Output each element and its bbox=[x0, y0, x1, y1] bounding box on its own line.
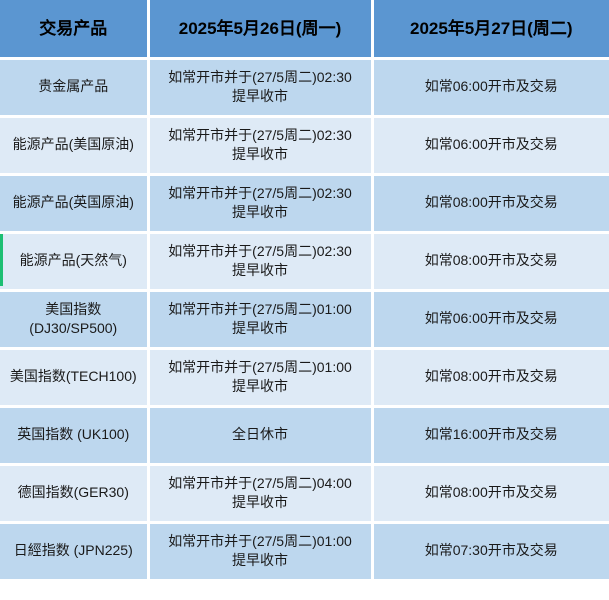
column-header-day2: 2025年5月27日(周二) bbox=[372, 0, 609, 60]
product-name: 英国指数 (UK100) bbox=[17, 426, 130, 443]
product-name: 美国指数(TECH100) bbox=[9, 368, 137, 385]
cell-day2-schedule: 如常08:00开市及交易 bbox=[372, 174, 609, 234]
cell-product: 英国指数 (UK100) bbox=[0, 406, 150, 466]
day1-schedule-line1: 如常开市并于(27/5周二)02:30 bbox=[168, 126, 352, 143]
table-row: 能源产品(美国原油) 如常开市并于(27/5周二)02:30 提早收市 如常06:00… bbox=[0, 116, 609, 176]
table-row: 德国指数(GER30) 如常开市并于(27/5周二)04:00 提早收市 如常08:0… bbox=[0, 464, 609, 524]
cell-day2-schedule: 如常07:30开市及交易 bbox=[372, 522, 609, 582]
cell-product: 美国指数 (DJ30/SP500) bbox=[0, 290, 150, 350]
cell-product: 德国指数(GER30) bbox=[0, 464, 150, 524]
table-row: 美国指数 (DJ30/SP500) 如常开市并于(27/5周二)01:00 提早收市如… bbox=[0, 290, 609, 350]
cell-day1-schedule: 如常开市并于(27/5周二)02:30 提早收市 bbox=[148, 232, 374, 292]
cell-day2-schedule: 如常08:00开市及交易 bbox=[372, 348, 609, 408]
cell-day2-schedule: 如常08:00开市及交易 bbox=[372, 464, 609, 524]
day2-schedule-line1: 如常07:30开市及交易 bbox=[424, 542, 558, 559]
product-name: 美国指数 bbox=[45, 300, 102, 317]
day1-schedule-line2: 提早收市 bbox=[232, 320, 288, 336]
cell-day1-schedule: 如常开市并于(27/5周二)02:30 提早收市 bbox=[148, 116, 374, 176]
day1-schedule-line1: 如常开市并于(27/5周二)04:00 bbox=[168, 474, 352, 491]
day1-schedule-line1: 如常开市并于(27/5周二)01:00 bbox=[168, 358, 352, 375]
cell-day2-schedule: 如常06:00开市及交易 bbox=[372, 58, 609, 118]
table-body: 贵金属产品 如常开市并于(27/5周二)02:30 提早收市 如常06:00开市及交易… bbox=[0, 58, 609, 582]
day1-schedule-line2: 提早收市 bbox=[232, 262, 288, 278]
table-row: 能源产品(天然气) 如常开市并于(27/5周二)02:30 提早收市 如常08:00开… bbox=[0, 232, 609, 292]
day1-schedule-line1: 如常开市并于(27/5周二)02:30 bbox=[168, 242, 352, 259]
cell-day1-schedule: 如常开市并于(27/5周二)01:00 提早收市 bbox=[148, 348, 374, 408]
table-header: 交易产品 2025年5月26日(周一) 2025年5月27日(周二) bbox=[0, 0, 609, 60]
day1-schedule-line2: 提早收市 bbox=[232, 146, 288, 162]
product-name: 德国指数(GER30) bbox=[17, 484, 129, 501]
cell-product: 能源产品(美国原油) bbox=[0, 116, 150, 176]
cell-product: 美国指数(TECH100) bbox=[0, 348, 150, 408]
table-row: 日經指数 (JPN225) 如常开市并于(27/5周二)01:00 提早收市 如常07… bbox=[0, 522, 609, 582]
column-header-day1: 2025年5月26日(周一) bbox=[148, 0, 374, 60]
cell-day2-schedule: 如常06:00开市及交易 bbox=[372, 116, 609, 176]
cell-day2-schedule: 如常16:00开市及交易 bbox=[372, 406, 609, 466]
cell-day1-schedule: 如常开市并于(27/5周二)04:00 提早收市 bbox=[148, 464, 374, 524]
day2-schedule-line1: 如常16:00开市及交易 bbox=[424, 426, 558, 443]
table-row: 英国指数 (UK100) 全日休市 如常16:00开市及交易 bbox=[0, 406, 609, 466]
day1-schedule-line2: 提早收市 bbox=[232, 378, 288, 394]
product-name: 能源产品(天然气) bbox=[19, 252, 127, 269]
cell-day1-schedule: 如常开市并于(27/5周二)01:00 提早收市 bbox=[148, 522, 374, 582]
cell-day1-schedule: 如常开市并于(27/5周二)02:30 提早收市 bbox=[148, 174, 374, 234]
day2-schedule-line1: 如常06:00开市及交易 bbox=[424, 78, 558, 95]
product-name: 能源产品(美国原油) bbox=[12, 136, 134, 153]
header-row: 交易产品 2025年5月26日(周一) 2025年5月27日(周二) bbox=[0, 0, 609, 60]
column-header-product: 交易产品 bbox=[0, 0, 150, 60]
day1-schedule-line2: 提早收市 bbox=[232, 88, 288, 104]
product-name: 日經指数 (JPN225) bbox=[13, 542, 133, 559]
day2-schedule-line1: 如常08:00开市及交易 bbox=[424, 194, 558, 211]
cell-day1-schedule: 全日休市 bbox=[148, 406, 374, 466]
day1-schedule-line2: 提早收市 bbox=[232, 552, 288, 568]
day2-schedule-line1: 如常08:00开市及交易 bbox=[424, 484, 558, 501]
cell-day2-schedule: 如常06:00开市及交易 bbox=[372, 290, 609, 350]
cell-day2-schedule: 如常08:00开市及交易 bbox=[372, 232, 609, 292]
cell-product: 日經指数 (JPN225) bbox=[0, 522, 150, 582]
day1-schedule-line2: 提早收市 bbox=[232, 494, 288, 510]
table-row: 贵金属产品 如常开市并于(27/5周二)02:30 提早收市 如常06:00开市及交易 bbox=[0, 58, 609, 118]
cell-product: 能源产品(英国原油) bbox=[0, 174, 150, 234]
day2-schedule-line1: 如常06:00开市及交易 bbox=[424, 136, 558, 153]
cell-product: 能源产品(天然气) bbox=[0, 232, 150, 292]
table-row: 能源产品(英国原油) 如常开市并于(27/5周二)02:30 提早收市 如常08:00… bbox=[0, 174, 609, 234]
day1-schedule-line1: 如常开市并于(27/5周二)01:00 bbox=[168, 532, 352, 549]
cell-day1-schedule: 如常开市并于(27/5周二)02:30 提早收市 bbox=[148, 58, 374, 118]
cell-product: 贵金属产品 bbox=[0, 58, 150, 118]
table-row: 美国指数(TECH100) 如常开市并于(27/5周二)01:00 提早收市 如常08… bbox=[0, 348, 609, 408]
cell-day1-schedule: 如常开市并于(27/5周二)01:00 提早收市 bbox=[148, 290, 374, 350]
day2-schedule-line1: 如常08:00开市及交易 bbox=[424, 252, 558, 269]
day1-schedule-line2: 提早收市 bbox=[232, 204, 288, 220]
day2-schedule-line1: 如常08:00开市及交易 bbox=[424, 368, 558, 385]
product-name: 能源产品(英国原油) bbox=[12, 194, 134, 211]
day1-schedule-line1: 如常开市并于(27/5周二)02:30 bbox=[168, 184, 352, 201]
day2-schedule-line1: 如常06:00开市及交易 bbox=[424, 310, 558, 327]
product-name: 贵金属产品 bbox=[38, 78, 109, 95]
trading-hours-table: 交易产品 2025年5月26日(周一) 2025年5月27日(周二) 贵金属产品… bbox=[0, 0, 609, 582]
day1-schedule-line1: 全日休市 bbox=[232, 426, 288, 443]
day1-schedule-line1: 如常开市并于(27/5周二)02:30 bbox=[168, 68, 352, 85]
product-name-detail: (DJ30/SP500) bbox=[29, 320, 118, 336]
day1-schedule-line1: 如常开市并于(27/5周二)01:00 bbox=[168, 300, 352, 317]
